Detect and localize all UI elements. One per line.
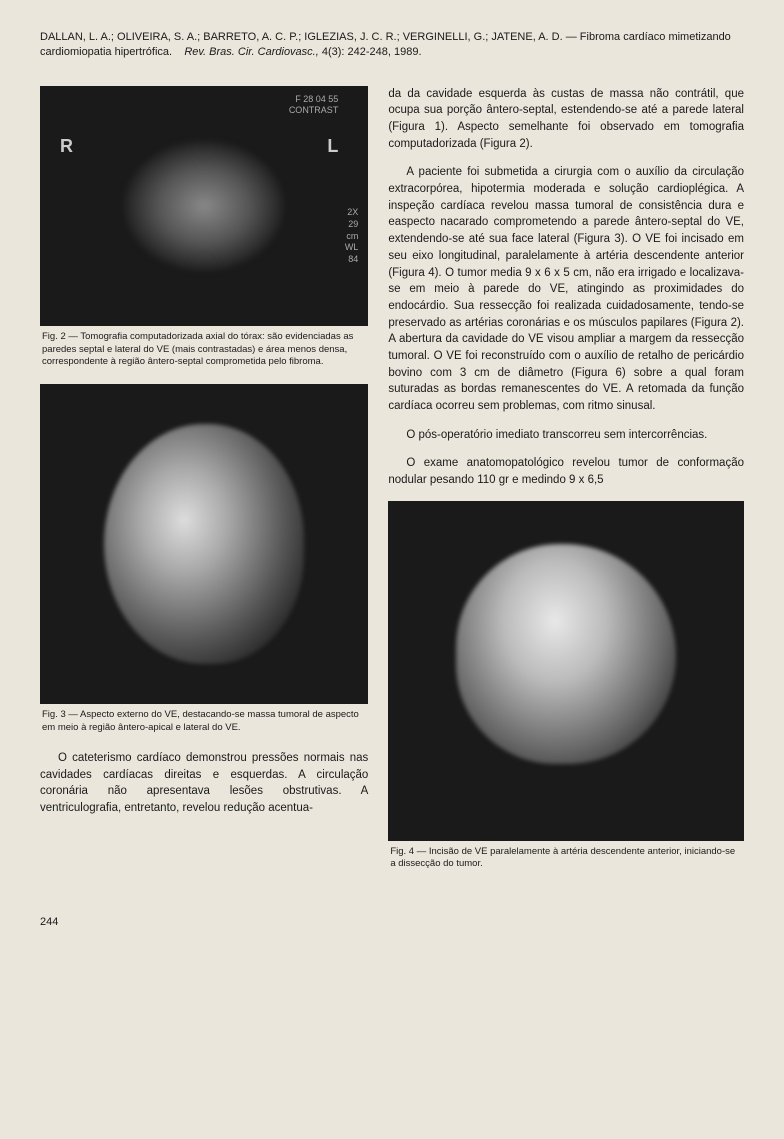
header-journal: Rev. Bras. Cir. Cardiovasc.,: [184, 46, 318, 58]
right-paragraph-3: O pós-operatório imediato transcorreu se…: [388, 427, 744, 444]
figure-4: Fig. 4 — Incisão de VE paralelamente à a…: [388, 501, 744, 872]
header-title-sep: —: [563, 31, 580, 43]
right-paragraph-4: O exame anatomopatológico revelou tumor …: [388, 455, 744, 488]
right-paragraph-2: A paciente foi submetida a cirurgia com …: [388, 164, 744, 414]
header-citation: 4(3): 242-248, 1989.: [319, 46, 422, 58]
figure-3-caption: Fig. 3 — Aspecto externo do VE, destacan…: [40, 709, 368, 735]
page-number: 244: [40, 916, 744, 928]
article-header: DALLAN, L. A.; OLIVEIRA, S. A.; BARRETO,…: [40, 30, 744, 61]
figure-2: F 28 04 55 CONTRAST R L 2X 29 cm WL 84 F…: [40, 86, 368, 369]
figure-4-image: [388, 501, 744, 841]
left-paragraph-1: O cateterismo cardíaco demonstrou pressõ…: [40, 750, 368, 817]
figure-4-caption: Fig. 4 — Incisão de VE paralelamente à a…: [388, 846, 744, 872]
figure-3: Fig. 3 — Aspecto externo do VE, destacan…: [40, 384, 368, 735]
content-columns: F 28 04 55 CONTRAST R L 2X 29 cm WL 84 F…: [40, 86, 744, 886]
left-column: F 28 04 55 CONTRAST R L 2X 29 cm WL 84 F…: [40, 86, 368, 886]
figure-2-image: F 28 04 55 CONTRAST R L 2X 29 cm WL 84: [40, 86, 368, 326]
header-authors: DALLAN, L. A.; OLIVEIRA, S. A.; BARRETO,…: [40, 31, 563, 43]
right-paragraph-1: da da cavidade esquerda às custas de mas…: [388, 86, 744, 153]
right-column: da da cavidade esquerda às custas de mas…: [388, 86, 744, 886]
figure-2-caption: Fig. 2 — Tomografia computadorizada axia…: [40, 331, 368, 369]
figure-2-overlay-l: L: [327, 136, 338, 157]
figure-2-overlay-r: R: [60, 136, 73, 157]
figure-2-overlay-side: 2X 29 cm WL 84: [345, 207, 359, 265]
figure-3-image: [40, 384, 368, 704]
figure-2-overlay-top: F 28 04 55 CONTRAST: [289, 94, 339, 116]
